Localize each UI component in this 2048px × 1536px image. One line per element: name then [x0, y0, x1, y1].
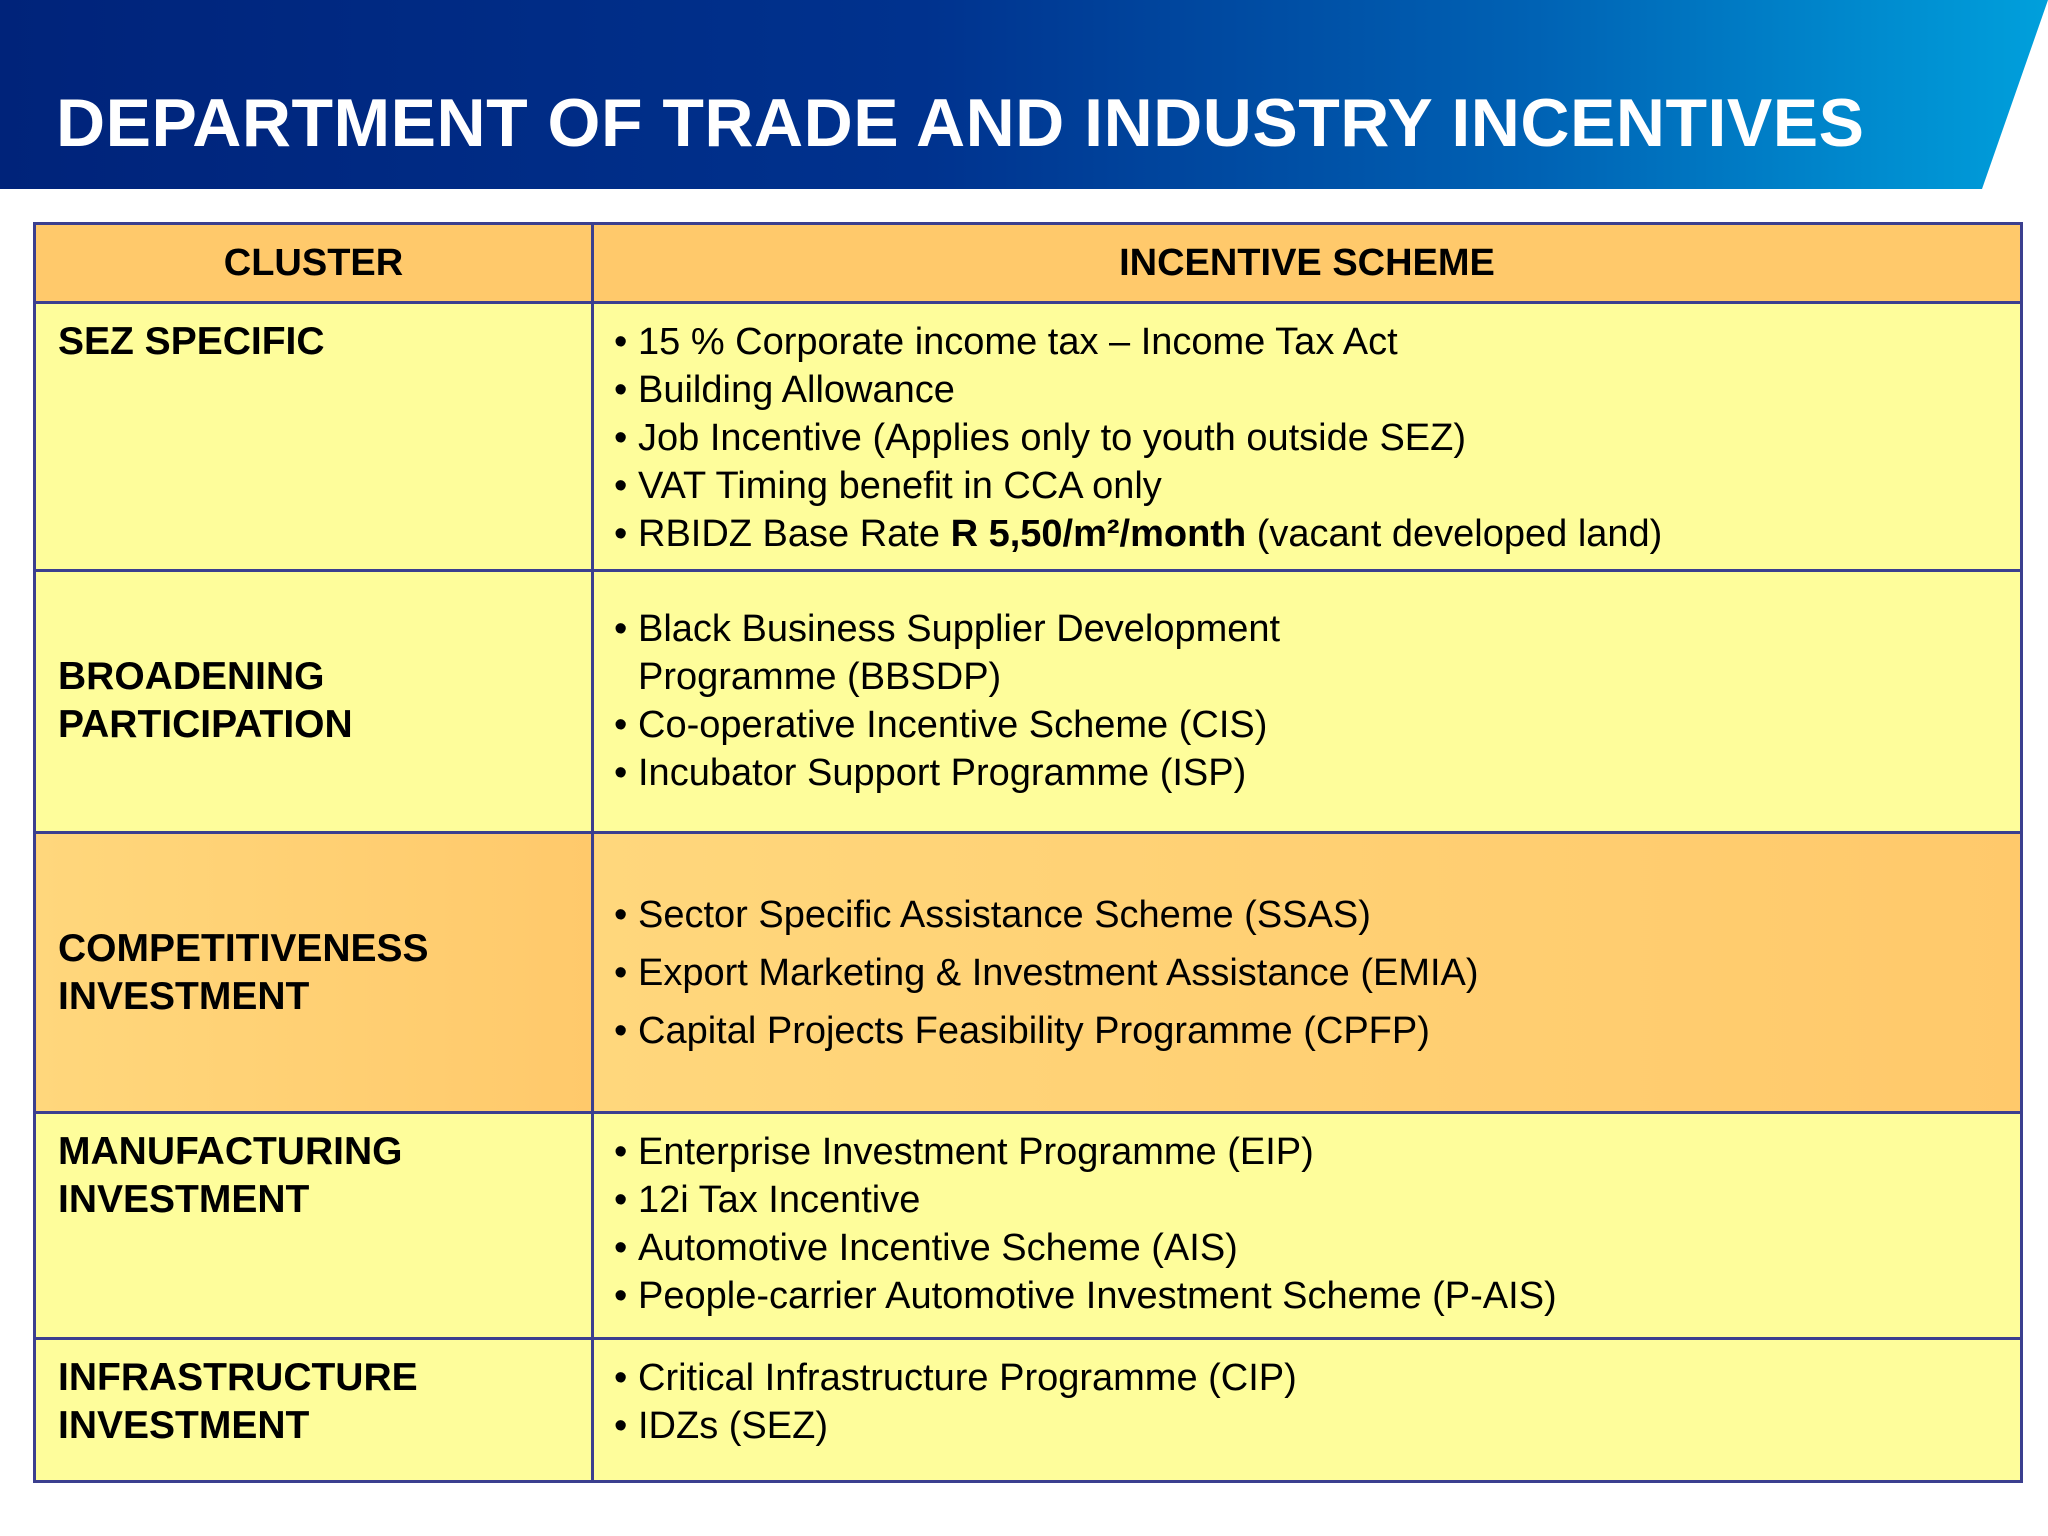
- cluster-cell: SEZ SPECIFIC: [33, 301, 594, 572]
- cluster-label: COMPETITIVENESS: [58, 926, 429, 970]
- scheme-cell: • Sector Specific Assistance Scheme (SSAS…: [591, 830, 2023, 1115]
- table-row-sez-specific: SEZ SPECIFIC • 15 % Corporate income tax …: [33, 301, 2023, 572]
- list-item-base-rate: • RBIDZ Base Rate R 5,50/m²/month (vacant…: [614, 513, 1663, 556]
- list-item: • Automotive Incentive Scheme (AIS): [614, 1227, 1238, 1270]
- list-item: • Enterprise Investment Programme (EIP): [614, 1131, 1314, 1174]
- scheme-list: • Enterprise Investment Programme (EIP) •…: [614, 1128, 2006, 1320]
- scheme-list: • Sector Specific Assistance Scheme (SSAS…: [614, 886, 2006, 1060]
- base-rate-value: R 5,50/m²/month: [950, 513, 1247, 556]
- cluster-label: SEZ SPECIFIC: [58, 320, 325, 364]
- incentive-scheme-column-header: INCENTIVE SCHEME: [591, 221, 2023, 305]
- list-item: • Export Marketing & Investment Assistanc…: [614, 951, 1479, 994]
- cluster-label: INVESTMENT: [58, 1403, 310, 1447]
- title-banner: DEPARTMENT OF TRADE AND INDUSTRY INCENTI…: [0, 0, 2048, 189]
- list-item: • 15 % Corporate income tax – Income Tax …: [614, 321, 1398, 364]
- cluster-label: BROADENING: [58, 655, 325, 699]
- scheme-cell: • Enterprise Investment Programme (EIP) •…: [591, 1111, 2023, 1340]
- table-header-row: CLUSTER INCENTIVE SCHEME: [33, 221, 2023, 305]
- table-row-broadening-participation: BROADENING PARTICIPATION • Black Business…: [33, 568, 2023, 834]
- base-rate-suffix: (vacant developed land): [1246, 513, 1663, 556]
- cluster-label: INFRASTRUCTURE: [58, 1355, 418, 1399]
- list-item: • Capital Projects Feasibility Programme …: [614, 1009, 1430, 1052]
- list-item: • Co-operative Incentive Scheme (CIS): [614, 704, 1268, 747]
- incentives-table-container: CLUSTER INCENTIVE SCHEME SEZ SPECIFIC • 1…: [33, 221, 2023, 1484]
- cluster-column-header: CLUSTER: [33, 221, 594, 305]
- scheme-cell: • 15 % Corporate income tax – Income Tax …: [591, 301, 2023, 572]
- table-row-competitiveness-investment: COMPETITIVENESS INVESTMENT • Sector Speci…: [33, 830, 2023, 1115]
- scheme-list: • Black Business Supplier Development Prog…: [614, 605, 2006, 797]
- cluster-cell: COMPETITIVENESS INVESTMENT: [33, 830, 594, 1115]
- table-row-infrastructure-investment: INFRASTRUCTURE INVESTMENT • Critical Infr…: [33, 1336, 2023, 1484]
- list-item: • Building Allowance: [614, 369, 955, 412]
- list-item: • Job Incentive (Applies only to youth ou…: [614, 417, 1467, 460]
- cluster-cell: BROADENING PARTICIPATION: [33, 568, 594, 834]
- scheme-list: • Critical Infrastructure Programme (CIP)…: [614, 1354, 2006, 1450]
- list-item: • Sector Specific Assistance Scheme (SSAS…: [614, 893, 1371, 936]
- cluster-label: INVESTMENT: [58, 1178, 310, 1222]
- incentives-table: CLUSTER INCENTIVE SCHEME SEZ SPECIFIC • 1…: [33, 221, 2023, 1484]
- base-rate-prefix: RBIDZ Base Rate: [638, 513, 951, 556]
- cluster-cell: INFRASTRUCTURE INVESTMENT: [33, 1336, 594, 1484]
- list-item: • Incubator Support Programme (ISP): [614, 752, 1247, 795]
- list-item: • 12i Tax Incentive: [614, 1179, 921, 1222]
- list-item: • Critical Infrastructure Programme (CIP): [614, 1356, 1297, 1399]
- list-item: • IDZs (SEZ): [614, 1404, 828, 1447]
- banner-background: [0, 0, 2048, 189]
- table-row-manufacturing-investment: MANUFACTURING INVESTMENT • Enterprise Inv…: [33, 1111, 2023, 1340]
- cluster-label: PARTICIPATION: [58, 703, 353, 747]
- scheme-cell: • Black Business Supplier Development Prog…: [591, 568, 2023, 834]
- cluster-label: INVESTMENT: [58, 974, 310, 1018]
- scheme-list: • 15 % Corporate income tax – Income Tax …: [614, 318, 2006, 558]
- page-title: DEPARTMENT OF TRADE AND INDUSTRY INCENTI…: [56, 85, 1865, 161]
- cluster-label: MANUFACTURING: [58, 1130, 403, 1174]
- list-item: • Black Business Supplier Development Prog…: [614, 608, 1281, 699]
- list-item: • VAT Timing benefit in CCA only: [614, 465, 1162, 508]
- scheme-cell: • Critical Infrastructure Programme (CIP)…: [591, 1336, 2023, 1484]
- cluster-cell: MANUFACTURING INVESTMENT: [33, 1111, 594, 1340]
- list-item: • People-carrier Automotive Investment Sc…: [614, 1275, 1557, 1318]
